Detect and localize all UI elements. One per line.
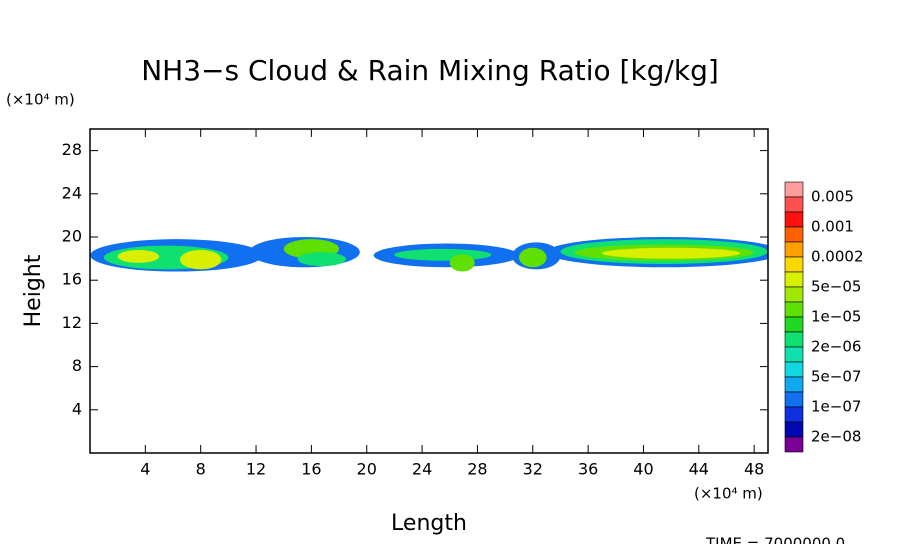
x-tick-label: 40 (633, 460, 653, 479)
colorbar-swatch (784, 271, 804, 288)
x-tick-label: 44 (689, 460, 709, 479)
colorbar-swatch (784, 226, 804, 243)
colorbar-swatch (784, 316, 804, 333)
x-tick-label: 12 (246, 460, 266, 479)
x-tick-label: 4 (140, 460, 150, 479)
y-axis-label: Height (21, 254, 46, 327)
colorbar-label: 0.001 (811, 218, 854, 236)
colorbar-swatch (784, 256, 804, 273)
plot-frame (89, 128, 769, 454)
colorbar-label: 2e−08 (811, 428, 861, 446)
x-axis-label: Length (391, 511, 467, 536)
contour-region (117, 249, 160, 263)
x-tick-label: 36 (578, 460, 598, 479)
y-tick-label: 24 (62, 183, 82, 202)
colorbar-swatch (784, 421, 804, 438)
contour-region (297, 252, 346, 267)
colorbar-swatch (784, 196, 804, 213)
y-tick-label: 4 (72, 399, 82, 418)
footer-time: TIME = 7000000.0 (705, 535, 845, 544)
y-tick-label: 16 (62, 270, 82, 289)
x-tick-label: 48 (744, 460, 764, 479)
contour-region (179, 249, 222, 270)
contour-region (518, 247, 547, 268)
contour-region (449, 254, 475, 272)
colorbar-swatch (784, 211, 804, 228)
x-tick-label: 16 (301, 460, 321, 479)
colorbar-swatch (784, 376, 804, 393)
x-tick-label: 8 (196, 460, 206, 479)
colorbar-swatch (784, 391, 804, 408)
colorbar-swatch (784, 406, 804, 423)
x-unit: (×10⁴ m) (694, 485, 763, 503)
colorbar-label: 2e−06 (811, 338, 861, 356)
y-tick-label: 28 (62, 140, 82, 159)
colorbar-label: 0.0002 (811, 248, 864, 266)
x-tick-label: 24 (412, 460, 432, 479)
colorbar-swatch (784, 436, 804, 453)
colorbar-swatch (784, 361, 804, 378)
field (90, 237, 768, 272)
contour-region (394, 248, 492, 261)
y-tick-label: 20 (62, 227, 82, 246)
x-tick-label: 28 (467, 460, 487, 479)
colorbar-swatch (784, 286, 804, 303)
y-unit: (×10⁴ m) (6, 91, 75, 109)
x-tick-label: 20 (357, 460, 377, 479)
contour-region (601, 247, 741, 259)
colorbar-label: 5e−05 (811, 278, 861, 296)
colorbar-label: 1e−07 (811, 398, 861, 416)
colorbar-label: 5e−07 (811, 368, 861, 386)
colorbar-label: 0.005 (811, 188, 854, 206)
colorbar-swatch (784, 181, 804, 198)
colorbar-swatch (784, 346, 804, 363)
colorbar-label: 1e−05 (811, 308, 861, 326)
y-tick-label: 8 (72, 356, 82, 375)
chart-title: NH3−s Cloud & Rain Mixing Ratio [kg/kg] (141, 54, 719, 87)
colorbar-swatch (784, 241, 804, 258)
y-tick-label: 12 (62, 313, 82, 332)
x-tick-label: 32 (523, 460, 543, 479)
colorbar-swatch (784, 331, 804, 348)
colorbar-swatch (784, 301, 804, 318)
